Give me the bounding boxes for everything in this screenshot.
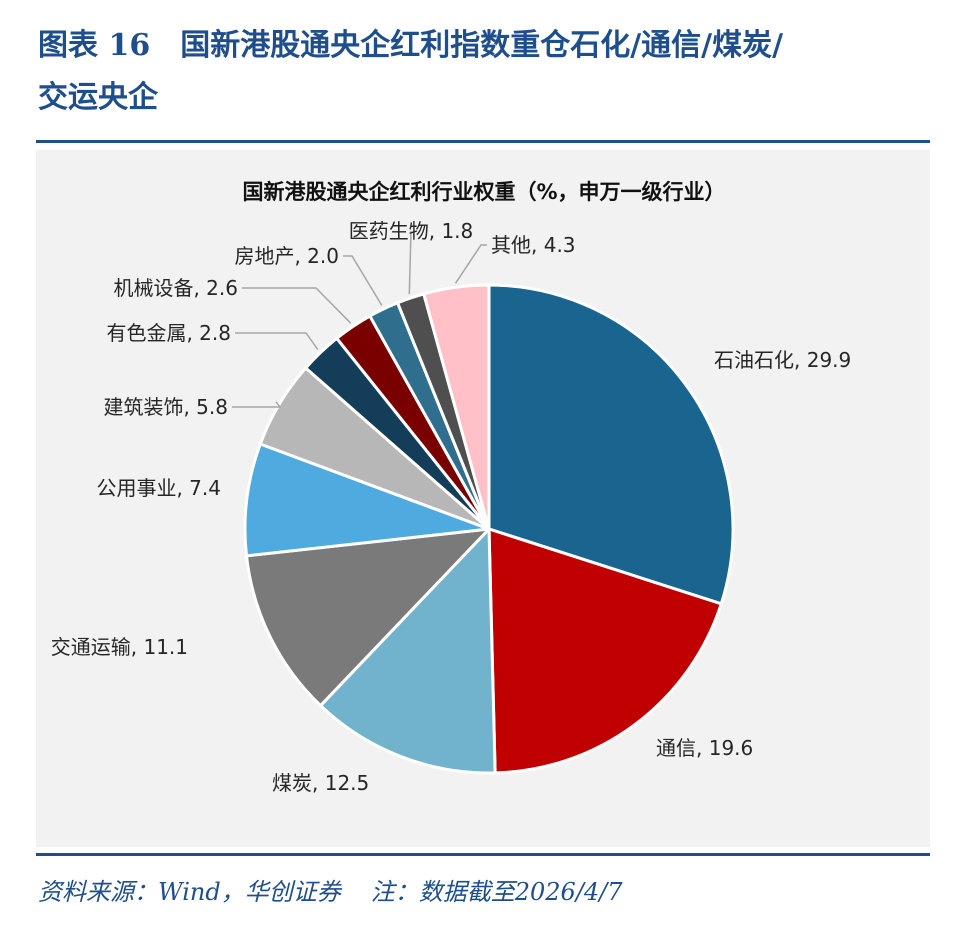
pie-slices xyxy=(243,283,735,775)
slice-label: 其他, 4.3 xyxy=(491,233,576,257)
source-text: 资料来源：Wind，华创证券 xyxy=(38,878,341,906)
pie-slice xyxy=(243,442,491,558)
pie-chart: 国新港股通央企红利行业权重（%，申万一级行业） 石油石化, 29.9 通信, 19… xyxy=(51,180,852,795)
chart-panel: 国新港股通央企红利行业权重（%，申万一级行业） 石油石化, 29.9 通信, 19… xyxy=(36,150,930,847)
slice-label: 房地产, 2.0 xyxy=(234,244,339,268)
pie-slice xyxy=(319,527,497,775)
slice-label: 交通运输, 11.1 xyxy=(51,635,188,659)
slice-label: 建筑装饰, 5.8 xyxy=(103,395,228,419)
pie-slice xyxy=(487,527,723,775)
figure-title: 图表 16 国新港股通央企红利指数重仓石化/通信/煤炭/ 交运央企 xyxy=(38,20,928,124)
leader-line xyxy=(235,332,319,350)
bottom-rule xyxy=(36,853,930,856)
slice-label: 煤炭, 12.5 xyxy=(272,771,369,795)
pie-slice xyxy=(422,283,491,531)
figure-title-line1: 图表 16 国新港股通央企红利指数重仓石化/通信/煤炭/ xyxy=(38,28,784,63)
leader-line xyxy=(454,244,487,284)
slice-label: 机械设备, 2.6 xyxy=(113,276,238,300)
pie-slice xyxy=(487,283,735,606)
pie-slice xyxy=(244,527,491,708)
top-rule xyxy=(36,140,930,143)
leader-line xyxy=(408,230,412,295)
note-text: 注：数据截至2026/4/7 xyxy=(370,878,623,906)
label-leader-lines xyxy=(232,230,487,408)
slice-label: 有色金属, 2.8 xyxy=(106,321,231,345)
slice-label: 石油石化, 29.9 xyxy=(714,348,851,372)
slice-label: 医药生物, 1.8 xyxy=(349,219,474,243)
figure-title-line2: 交运央企 xyxy=(38,80,158,115)
chart-title: 国新港股通央企红利行业权重（%，申万一级行业） xyxy=(242,180,725,204)
slice-label: 通信, 19.6 xyxy=(656,736,753,760)
slice-label: 公用事业, 7.4 xyxy=(96,476,221,500)
leader-line xyxy=(343,255,383,306)
leader-line xyxy=(232,401,282,408)
slice-labels: 石油石化, 29.9 通信, 19.6 煤炭, 12.5 交通运输, 11.1 公用事业… xyxy=(51,219,852,795)
leader-line xyxy=(242,287,352,324)
source-note: 资料来源：Wind，华创证券 注：数据截至2026/4/7 xyxy=(38,872,653,907)
